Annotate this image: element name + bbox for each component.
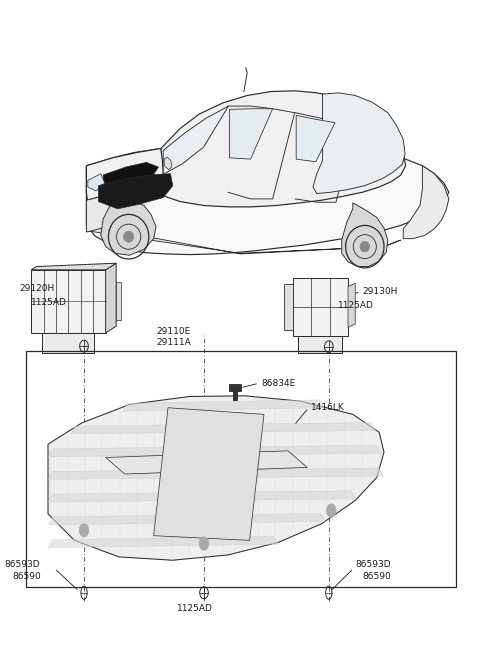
Circle shape — [79, 524, 89, 537]
Text: 1416LK: 1416LK — [311, 403, 345, 412]
Polygon shape — [122, 400, 324, 411]
Polygon shape — [403, 166, 449, 239]
Text: 29111A: 29111A — [156, 338, 191, 347]
Text: 29110E: 29110E — [156, 327, 190, 336]
Polygon shape — [48, 396, 384, 560]
Polygon shape — [48, 491, 356, 502]
Circle shape — [326, 504, 336, 517]
Polygon shape — [103, 162, 158, 196]
Polygon shape — [154, 408, 264, 540]
Polygon shape — [31, 263, 116, 270]
Polygon shape — [101, 194, 156, 255]
Polygon shape — [98, 174, 173, 209]
Polygon shape — [229, 384, 241, 400]
Polygon shape — [106, 451, 307, 474]
Polygon shape — [164, 157, 172, 170]
Polygon shape — [86, 225, 401, 254]
Polygon shape — [293, 278, 348, 336]
Polygon shape — [86, 194, 113, 232]
Circle shape — [199, 537, 209, 550]
Text: 86593D: 86593D — [355, 560, 391, 570]
Polygon shape — [296, 115, 335, 162]
Text: 29120H: 29120H — [19, 284, 54, 293]
Text: 86590: 86590 — [362, 572, 391, 581]
Text: 1125AD: 1125AD — [31, 298, 67, 308]
Text: 1125AD: 1125AD — [177, 604, 213, 613]
Polygon shape — [42, 333, 95, 353]
Ellipse shape — [360, 241, 370, 252]
Bar — [26, 351, 456, 587]
Polygon shape — [86, 149, 163, 200]
Text: 29130H: 29130H — [362, 287, 398, 296]
Text: 86593D: 86593D — [5, 560, 40, 570]
Polygon shape — [48, 536, 278, 548]
Polygon shape — [342, 203, 388, 267]
Polygon shape — [348, 283, 355, 328]
Polygon shape — [48, 468, 384, 479]
Polygon shape — [298, 336, 343, 353]
Polygon shape — [229, 109, 273, 159]
Text: 86590: 86590 — [12, 572, 41, 581]
Text: 86834E: 86834E — [262, 379, 296, 388]
Polygon shape — [48, 514, 325, 525]
Polygon shape — [88, 174, 105, 191]
Polygon shape — [161, 91, 406, 207]
Polygon shape — [71, 422, 376, 434]
Polygon shape — [31, 270, 106, 333]
Polygon shape — [313, 93, 405, 194]
Polygon shape — [116, 282, 121, 320]
Polygon shape — [106, 263, 116, 333]
Polygon shape — [48, 446, 382, 457]
Ellipse shape — [124, 231, 133, 242]
Polygon shape — [284, 284, 293, 330]
Text: 1125AD: 1125AD — [338, 301, 374, 310]
Polygon shape — [86, 145, 449, 255]
Polygon shape — [163, 106, 228, 174]
